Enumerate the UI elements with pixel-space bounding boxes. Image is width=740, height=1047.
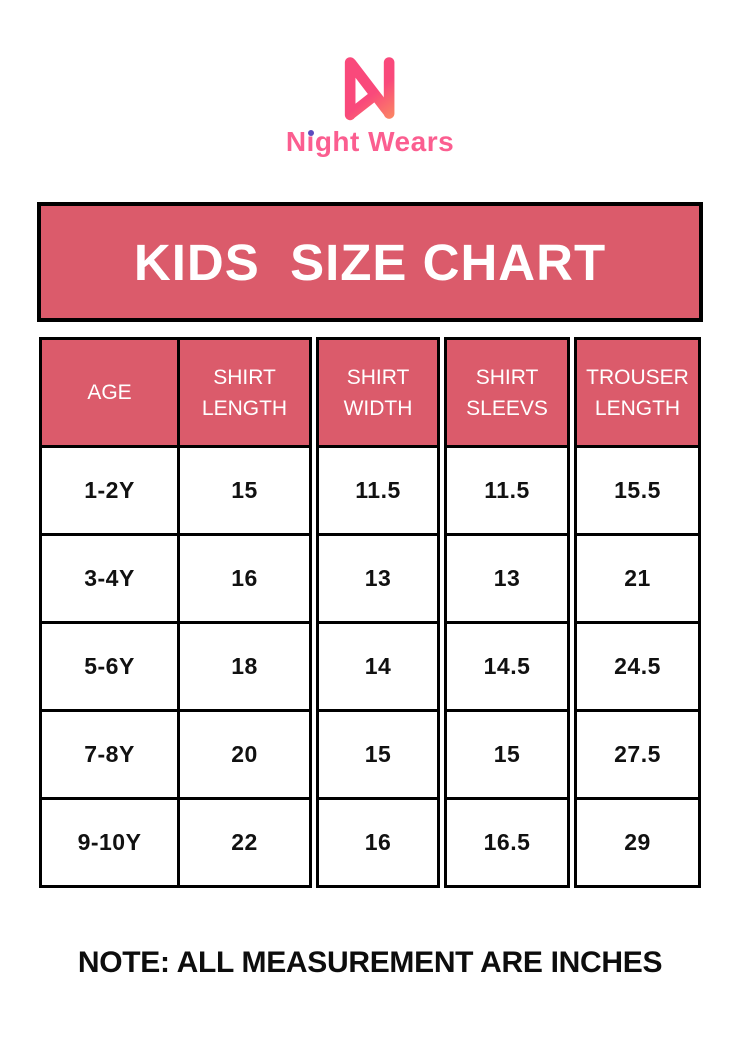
wordmark-part1: N	[285, 126, 307, 157]
wordmark-part2: ght Wears	[314, 126, 455, 157]
title-banner: KIDS SIZE CHART	[37, 202, 703, 322]
table-cell-shirt-sleevs: 11.5	[447, 445, 567, 533]
header-label-line: SHIRT	[346, 365, 410, 389]
table-cell-shirt-sleevs: 16.5	[447, 797, 567, 885]
table-cell-shirt-width: 16	[319, 797, 437, 885]
header-label-line: LENGTH	[201, 396, 288, 420]
header-label-line: WIDTH	[343, 396, 413, 420]
header-cell-trouser-length: TROUSER LENGTH	[577, 340, 698, 445]
table-cell-age: 7-8Y	[42, 709, 177, 797]
table-cell-shirt-length: 16	[180, 533, 309, 621]
header-cell-shirt-width: SHIRT WIDTH	[319, 340, 437, 445]
header-label-line: SHIRT	[475, 365, 539, 389]
brand-logo: Nıght Wears	[0, 0, 740, 156]
column-age: AGE 1-2Y 3-4Y 5-6Y 7-8Y 9-10Y	[42, 340, 177, 885]
table-cell-trouser-length: 15.5	[577, 445, 698, 533]
table-cell-age: 5-6Y	[42, 621, 177, 709]
header-label-line: AGE	[87, 381, 132, 404]
header-label-line: TROUSER	[586, 365, 689, 389]
table-cell-shirt-width: 15	[319, 709, 437, 797]
column-shirt-width: SHIRT WIDTH 11.5 13 14 15 16	[316, 337, 440, 888]
column-trouser-length: TROUSER LENGTH 15.5 21 24.5 27.5 29	[574, 337, 701, 888]
header-label-line: SHIRT	[213, 365, 276, 389]
size-table: AGE 1-2Y 3-4Y 5-6Y 7-8Y 9-10Y SHIRT LENG…	[39, 337, 701, 888]
brand-wordmark: Nıght Wears	[0, 128, 740, 156]
page-title: KIDS SIZE CHART	[133, 233, 607, 291]
table-cell-shirt-sleevs: 14.5	[447, 621, 567, 709]
table-cell-age: 3-4Y	[42, 533, 177, 621]
header-label-line: LENGTH	[594, 396, 681, 420]
table-cell-shirt-width: 14	[319, 621, 437, 709]
table-cell-shirt-length: 18	[180, 621, 309, 709]
table-cell-shirt-length: 22	[180, 797, 309, 885]
table-group-age-shirt-length: AGE 1-2Y 3-4Y 5-6Y 7-8Y 9-10Y SHIRT LENG…	[39, 337, 312, 888]
header-cell-age: AGE	[42, 340, 177, 445]
table-cell-age: 1-2Y	[42, 445, 177, 533]
table-cell-shirt-width: 11.5	[319, 445, 437, 533]
table-cell-trouser-length: 21	[577, 533, 698, 621]
table-cell-shirt-length: 20	[180, 709, 309, 797]
table-cell-shirt-sleevs: 15	[447, 709, 567, 797]
column-shirt-length: SHIRT LENGTH 15 16 18 20 22	[177, 340, 309, 885]
header-cell-shirt-length: SHIRT LENGTH	[180, 340, 309, 445]
header-cell-shirt-sleevs: SHIRT SLEEVS	[447, 340, 567, 445]
wordmark-dotted-i: ı	[306, 126, 315, 157]
header-label-line: SLEEVS	[466, 396, 548, 420]
table-cell-trouser-length: 27.5	[577, 709, 698, 797]
table-cell-shirt-sleevs: 13	[447, 533, 567, 621]
table-cell-shirt-length: 15	[180, 445, 309, 533]
table-cell-age: 9-10Y	[42, 797, 177, 885]
table-cell-trouser-length: 29	[577, 797, 698, 885]
table-cell-shirt-width: 13	[319, 533, 437, 621]
nw-monogram-icon	[344, 57, 395, 121]
column-shirt-sleevs: SHIRT SLEEVS 11.5 13 14.5 15 16.5	[444, 337, 570, 888]
measurement-note: NOTE: ALL MEASUREMENT ARE INCHES	[77, 946, 663, 979]
table-cell-trouser-length: 24.5	[577, 621, 698, 709]
